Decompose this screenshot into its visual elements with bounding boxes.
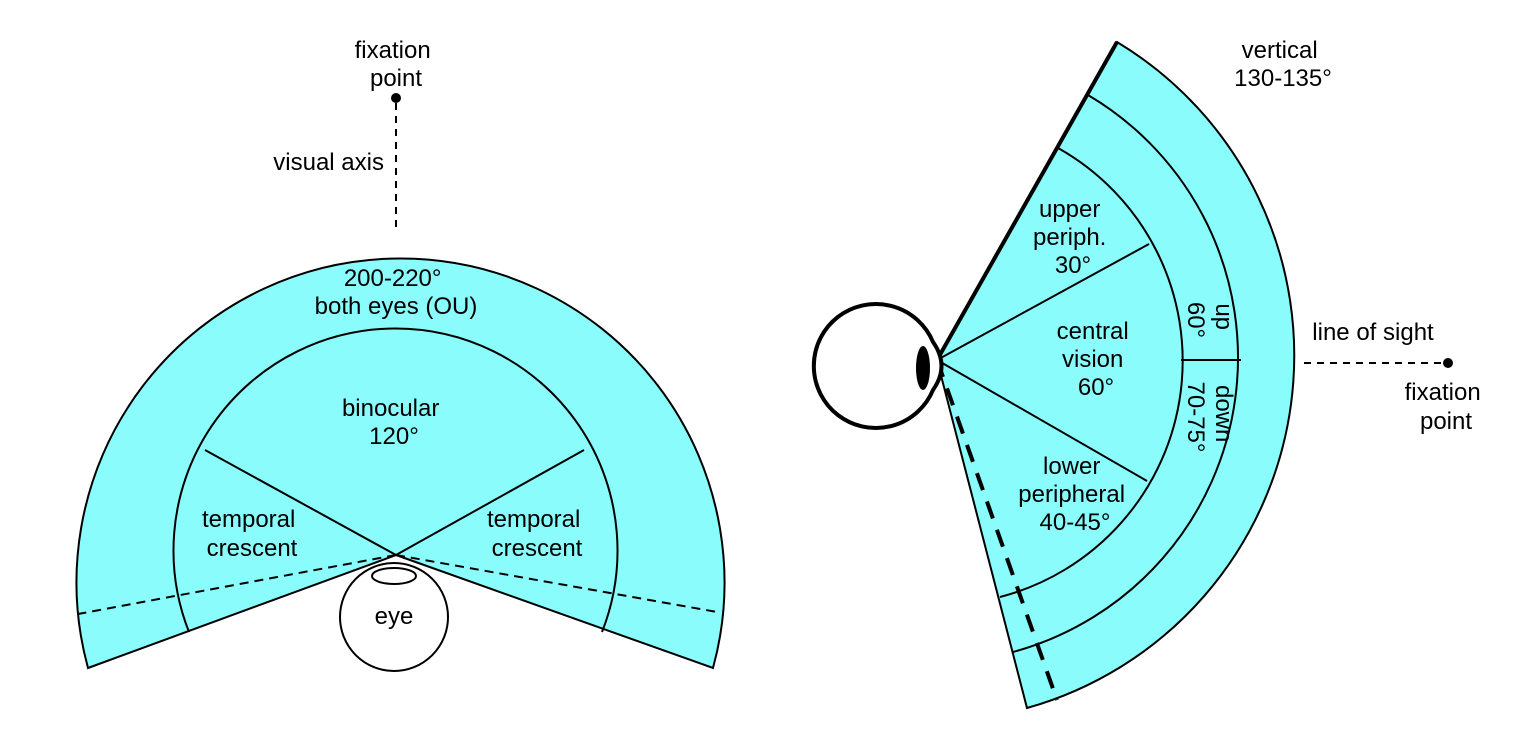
outer-field-region [75,257,726,670]
middle-arc [1012,94,1239,653]
eyeball-side-outline [811,302,944,430]
binocular-label: binocular 120° [342,395,446,450]
down-70-75-label: down 70-75° [1182,382,1237,453]
lower-dashed-line [935,359,1059,701]
both-eyes-label: 200-220° both eyes (OU) [315,265,478,320]
line-of-sight-label: line of sight [1312,319,1434,346]
upper-boundary-line [935,41,1119,361]
right-monocular-dashed-line [395,554,718,613]
left-temporal-crescent-label: temporal crescent [202,506,302,562]
right-temporal-crescent-label: temporal crescent [487,506,587,562]
vertical-fixation-point [1443,358,1453,368]
lower-central-divider [936,359,1148,482]
central-vision-label: central vision 60° [1057,318,1136,401]
left-crescent-divider [204,449,397,556]
outer-vertical-region [935,40,1296,710]
visual-axis-label: visual axis [273,149,384,176]
lower-peripheral-label: lower peripheral 40-45° [1018,453,1131,536]
upper-peripheral-label: upper periph. 30° [1033,196,1113,279]
vertical-field-diagram: vertical 130-135° upper periph. 30° cent… [811,37,1488,710]
eye-top-view [339,562,449,672]
upper-central-divider [936,243,1150,361]
vertical-fixation-label: fixation point [1405,379,1488,435]
horizontal-field-diagram: fixation point visual axis 200-220° both… [75,37,726,672]
eyeball-circle [339,562,449,672]
inner-arc [999,147,1184,598]
right-crescent-divider [395,449,585,556]
lens-ellipse [371,567,417,585]
eye-label: eye [375,603,414,630]
left-monocular-dashed-line [77,554,397,615]
binocular-boundary-arc [172,327,619,633]
pupil-ellipse [916,346,930,390]
horizontal-fixation-point [391,93,401,103]
up-60-label: up 60° [1182,302,1237,338]
eye-side-view [811,302,944,430]
vertical-range-label: vertical 130-135° [1234,37,1332,92]
horizontal-fixation-label: fixation point [355,37,438,92]
